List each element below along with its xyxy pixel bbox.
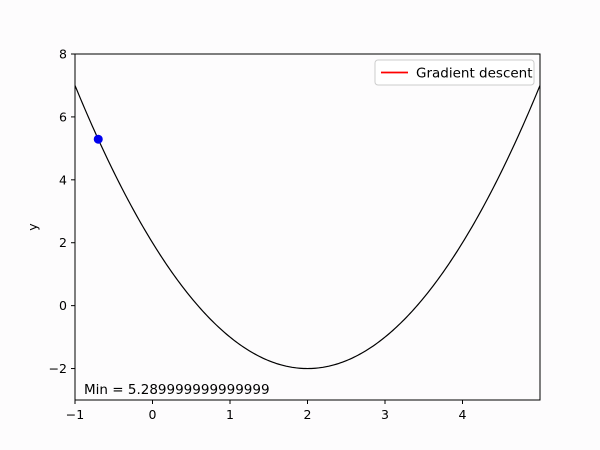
y-tick-label: 6 (59, 109, 67, 124)
x-tick-label: −1 (66, 407, 84, 422)
x-tick-label: 1 (226, 407, 234, 422)
y-tick-label: 4 (59, 172, 67, 187)
current-point-marker (93, 134, 103, 144)
axes-frame (74, 53, 541, 401)
x-tick-label: 0 (149, 407, 157, 422)
y-axis-label: y (25, 223, 40, 231)
axes-layer: −1 0 1 2 3 4 −2 0 2 4 6 8 (49, 47, 467, 423)
x-tick-label: 2 (304, 407, 312, 422)
y-tick-label: 2 (59, 235, 67, 250)
legend-label: Gradient descent (416, 66, 533, 82)
y-tick-label: 8 (59, 47, 67, 62)
y-tick-label: 0 (59, 298, 67, 313)
x-tick-label: 4 (459, 407, 467, 422)
function-curve (75, 85, 540, 370)
legend: Gradient descent (374, 59, 535, 86)
plot-content (75, 85, 540, 370)
y-tick-label: −2 (49, 361, 67, 376)
legend-box (374, 59, 535, 86)
min-annotation: Min = 5.289999999999999 (84, 382, 270, 398)
x-tick-label: 3 (381, 407, 389, 422)
